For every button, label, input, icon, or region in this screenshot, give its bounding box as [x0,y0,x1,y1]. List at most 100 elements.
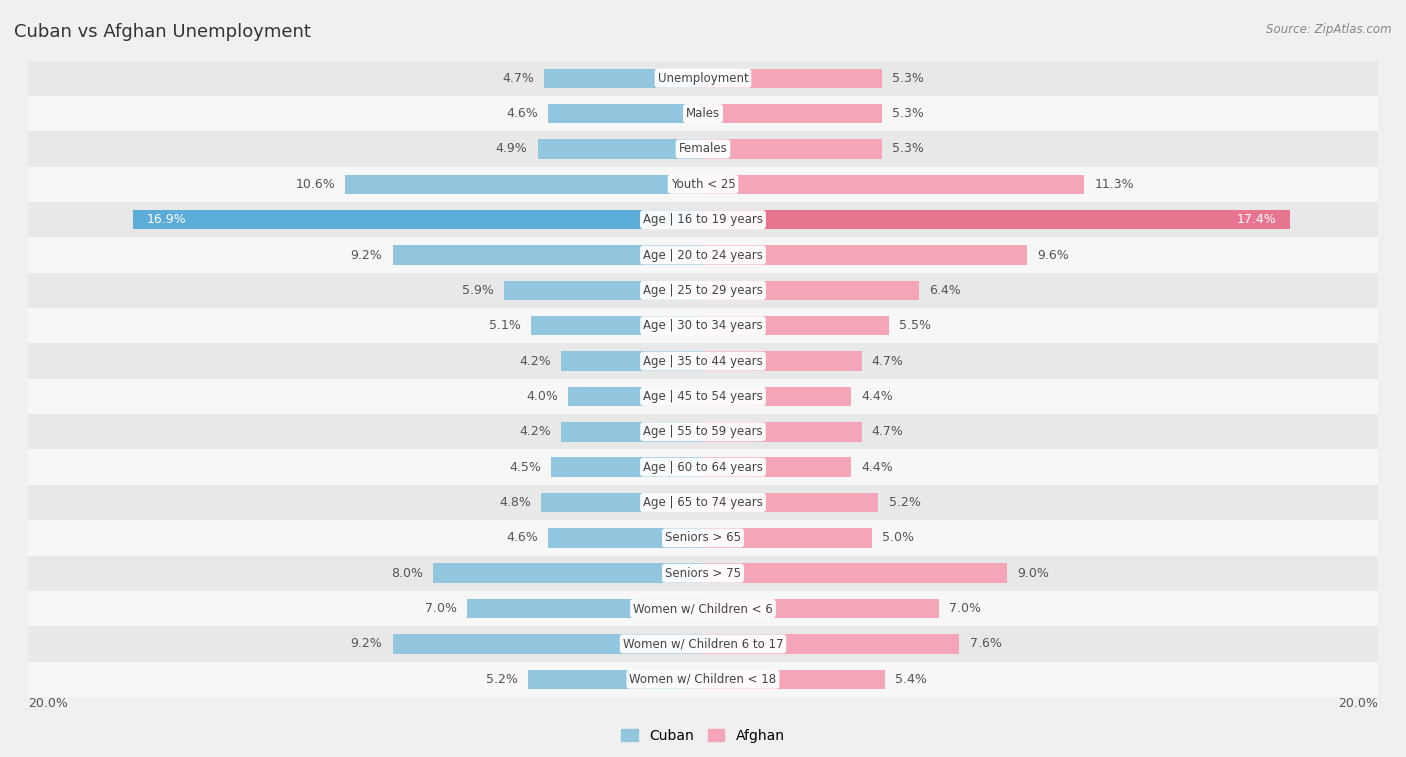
Bar [28,591,1378,626]
Bar [28,626,1378,662]
Text: Age | 35 to 44 years: Age | 35 to 44 years [643,354,763,368]
Text: 4.4%: 4.4% [862,390,893,403]
Bar [703,69,882,88]
Bar [703,493,879,512]
Text: 10.6%: 10.6% [295,178,335,191]
Text: Age | 30 to 34 years: Age | 30 to 34 years [643,319,763,332]
Text: 17.4%: 17.4% [1237,213,1277,226]
Text: 20.0%: 20.0% [28,696,67,710]
Bar [703,387,852,407]
Text: Age | 55 to 59 years: Age | 55 to 59 years [643,425,763,438]
Bar [703,599,939,618]
Bar [703,245,1026,265]
Bar [28,662,1378,697]
Bar [703,316,889,335]
Bar [28,96,1378,131]
Bar [527,669,703,689]
Text: 5.3%: 5.3% [891,142,924,155]
Text: 5.3%: 5.3% [891,107,924,120]
Bar [28,61,1378,96]
Text: 4.7%: 4.7% [502,72,534,85]
Text: 4.4%: 4.4% [862,461,893,474]
Bar [392,634,703,653]
Bar [28,273,1378,308]
Text: Age | 16 to 19 years: Age | 16 to 19 years [643,213,763,226]
Text: Males: Males [686,107,720,120]
Bar [703,563,1007,583]
Bar [548,104,703,123]
Bar [132,210,703,229]
Bar [503,281,703,300]
Bar [531,316,703,335]
Text: 7.0%: 7.0% [949,602,981,615]
Text: 4.9%: 4.9% [496,142,527,155]
Text: Seniors > 65: Seniors > 65 [665,531,741,544]
Bar [561,351,703,371]
Bar [433,563,703,583]
Text: 5.3%: 5.3% [891,72,924,85]
Text: Age | 25 to 29 years: Age | 25 to 29 years [643,284,763,297]
Bar [541,493,703,512]
Text: 8.0%: 8.0% [391,567,423,580]
Text: Age | 60 to 64 years: Age | 60 to 64 years [643,461,763,474]
Text: Seniors > 75: Seniors > 75 [665,567,741,580]
Text: 4.6%: 4.6% [506,531,537,544]
Bar [703,528,872,547]
Text: 4.2%: 4.2% [519,425,551,438]
Text: 4.2%: 4.2% [519,354,551,368]
Text: Age | 65 to 74 years: Age | 65 to 74 years [643,496,763,509]
Bar [28,520,1378,556]
Text: 5.9%: 5.9% [463,284,494,297]
Bar [28,308,1378,344]
Text: Cuban vs Afghan Unemployment: Cuban vs Afghan Unemployment [14,23,311,41]
Bar [392,245,703,265]
Bar [28,131,1378,167]
Bar [537,139,703,159]
Text: 6.4%: 6.4% [929,284,960,297]
Bar [28,556,1378,591]
Text: Women w/ Children < 6: Women w/ Children < 6 [633,602,773,615]
Text: 9.6%: 9.6% [1038,248,1069,261]
Bar [703,175,1084,194]
Text: 5.0%: 5.0% [882,531,914,544]
Bar [28,238,1378,273]
Text: Source: ZipAtlas.com: Source: ZipAtlas.com [1267,23,1392,36]
Text: Women w/ Children < 18: Women w/ Children < 18 [630,673,776,686]
Text: 5.2%: 5.2% [889,496,921,509]
Text: 7.0%: 7.0% [425,602,457,615]
Bar [703,351,862,371]
Text: Age | 45 to 54 years: Age | 45 to 54 years [643,390,763,403]
Bar [703,457,852,477]
Text: Females: Females [679,142,727,155]
Bar [561,422,703,441]
Legend: Cuban, Afghan: Cuban, Afghan [616,724,790,749]
Bar [703,669,886,689]
Text: 9.2%: 9.2% [350,248,382,261]
Bar [28,202,1378,238]
Bar [551,457,703,477]
Bar [703,422,862,441]
Text: 9.2%: 9.2% [350,637,382,650]
Bar [28,484,1378,520]
Bar [346,175,703,194]
Bar [28,167,1378,202]
Text: 4.6%: 4.6% [506,107,537,120]
Text: 5.5%: 5.5% [898,319,931,332]
Bar [28,344,1378,378]
Text: 4.7%: 4.7% [872,354,904,368]
Bar [28,378,1378,414]
Bar [703,210,1291,229]
Text: 7.6%: 7.6% [970,637,1001,650]
Text: 20.0%: 20.0% [1339,696,1378,710]
Text: Youth < 25: Youth < 25 [671,178,735,191]
Text: 5.4%: 5.4% [896,673,927,686]
Bar [703,634,959,653]
Bar [28,450,1378,484]
Text: 5.1%: 5.1% [489,319,520,332]
Text: Women w/ Children 6 to 17: Women w/ Children 6 to 17 [623,637,783,650]
Text: Unemployment: Unemployment [658,72,748,85]
Text: 4.7%: 4.7% [872,425,904,438]
Bar [544,69,703,88]
Text: 5.2%: 5.2% [485,673,517,686]
Bar [28,414,1378,450]
